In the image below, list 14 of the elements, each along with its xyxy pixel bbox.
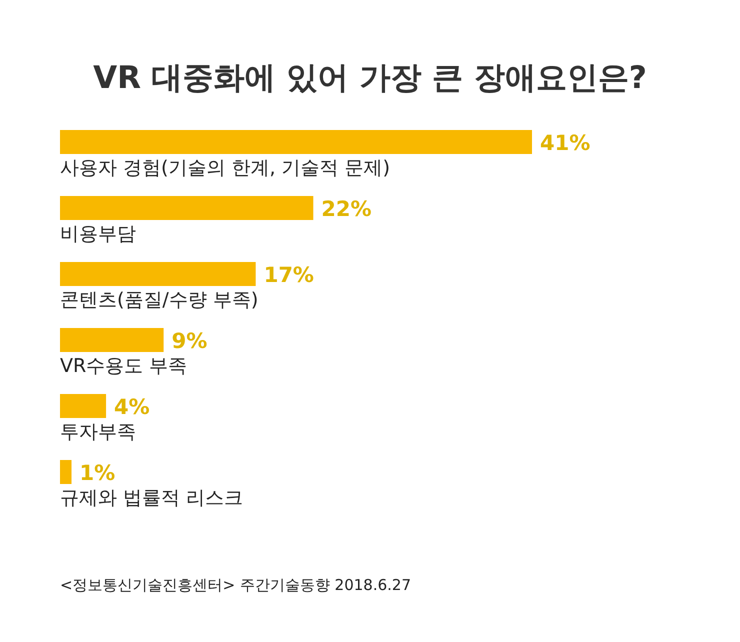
data-label: 4%	[114, 395, 150, 419]
category-label: VR수용도 부족	[60, 355, 188, 377]
data-label: 22%	[321, 197, 372, 221]
data-label: 17%	[264, 263, 314, 287]
data-label: 9%	[172, 329, 208, 353]
category-label: 콘텐츠(품질/수량 부족)	[60, 289, 258, 311]
category-label: 규제와 법률적 리스크	[60, 487, 244, 509]
title: VR 대중화에 있어 가장 큰 장애요인은?	[93, 60, 647, 96]
annotation: <정보통신기술진흥센터> 주간기술동향 2018.6.27	[60, 576, 412, 594]
category-label: 투자부족	[60, 421, 136, 443]
category-label: 사용자 경험(기술의 한계, 기술적 문제)	[60, 157, 390, 179]
data-label: 41%	[540, 131, 590, 155]
category-label: 비용부담	[60, 223, 136, 245]
data-label: 1%	[80, 461, 116, 485]
